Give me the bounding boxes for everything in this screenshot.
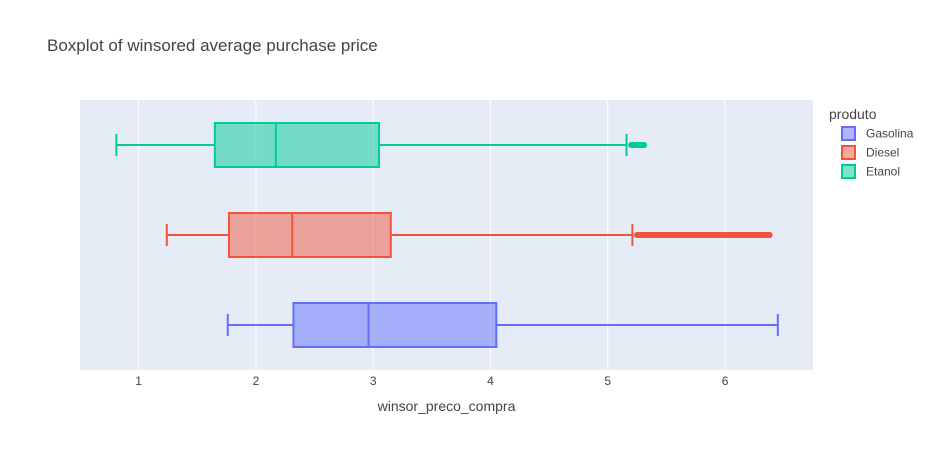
x-tick-label: 3	[370, 374, 377, 388]
legend-label: Gasolina	[866, 127, 914, 141]
interquartile-box	[213, 122, 381, 168]
outlier-point	[632, 142, 639, 148]
legend-swatch	[841, 164, 856, 179]
legend-swatch	[841, 145, 856, 160]
x-tick-label: 2	[253, 374, 260, 388]
outlier-point	[722, 232, 729, 238]
outlier-point	[704, 232, 711, 238]
interquartile-box	[292, 302, 498, 348]
box-etanol	[115, 122, 648, 168]
outlier-point	[669, 232, 676, 238]
legend-label: Diesel	[866, 146, 899, 160]
outlier-point	[628, 142, 635, 148]
interquartile-box	[227, 212, 392, 258]
outlier-point	[686, 232, 693, 238]
outlier-point	[634, 232, 641, 238]
box-diesel	[165, 212, 773, 258]
legend-item-etanol[interactable]: Etanol	[841, 164, 900, 179]
legend: produto Gasolina Diesel Etanol	[829, 106, 914, 179]
x-tick-label: 5	[604, 374, 611, 388]
x-tick-label: 1	[135, 374, 142, 388]
outlier-point	[651, 232, 658, 238]
box-gasolina	[226, 302, 779, 348]
box-series	[115, 122, 779, 348]
x-axis-title: winsor_preco_compra	[377, 398, 516, 414]
legend-label: Etanol	[866, 165, 900, 179]
legend-item-diesel[interactable]: Diesel	[841, 145, 899, 160]
x-tick-label: 4	[487, 374, 494, 388]
chart-title: Boxplot of winsored average purchase pri…	[47, 36, 378, 55]
outlier-point	[739, 232, 746, 238]
legend-title: produto	[829, 106, 877, 122]
legend-item-gasolina[interactable]: Gasolina	[841, 126, 914, 141]
outlier-point	[641, 142, 648, 148]
outlier-point	[757, 232, 764, 238]
outlier-point	[766, 232, 773, 238]
x-tick-label: 6	[722, 374, 729, 388]
x-axis-ticks: 1 2 3 4 5 6	[135, 374, 728, 388]
legend-swatch	[841, 126, 856, 141]
